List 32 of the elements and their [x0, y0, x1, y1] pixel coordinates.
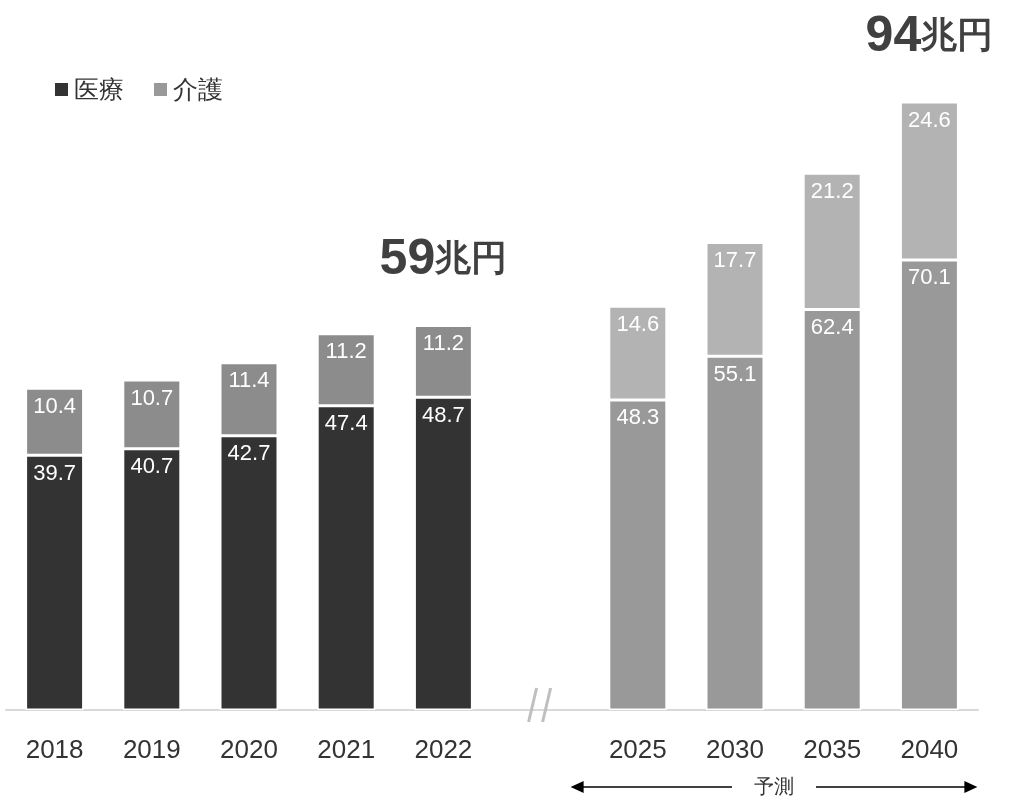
data-label: 14.6 [616, 310, 660, 336]
data-label: 17.7 [713, 247, 757, 273]
annotation: 94兆円 [865, 6, 994, 63]
data-label: 48.3 [616, 404, 660, 430]
x-tick-label: 2022 [414, 734, 473, 764]
x-tick-label: 2025 [608, 734, 667, 764]
data-label: 48.7 [421, 401, 465, 427]
data-label: 11.2 [422, 329, 464, 355]
legend-label: 医療 [74, 75, 124, 104]
data-label: 47.4 [324, 410, 368, 436]
x-tick-label: 2019 [122, 734, 181, 764]
x-tick-label: 2035 [803, 734, 862, 764]
annotation: 59兆円 [379, 229, 508, 286]
data-label: 11.4 [228, 367, 270, 393]
data-label: 10.4 [33, 392, 77, 418]
x-tick-label: 2040 [900, 734, 959, 764]
data-label: 10.7 [130, 384, 174, 410]
x-tick-label: 2020 [220, 734, 278, 764]
data-label: 21.2 [810, 177, 854, 203]
data-label: 24.6 [907, 106, 951, 132]
x-tick-label: 2030 [706, 734, 764, 764]
text: 予測 [754, 773, 794, 797]
data-label: 62.4 [810, 313, 854, 339]
data-label: 55.1 [713, 360, 757, 386]
legend-label: 介護 [173, 75, 223, 104]
data-label: 11.2 [325, 338, 367, 364]
data-label: 42.7 [227, 440, 271, 466]
data-label: 39.7 [33, 459, 77, 485]
data-label: 40.7 [130, 453, 174, 479]
data-label: 70.1 [907, 264, 951, 290]
x-tick-label: 2018 [25, 734, 84, 764]
x-tick-label: 2021 [317, 734, 376, 764]
